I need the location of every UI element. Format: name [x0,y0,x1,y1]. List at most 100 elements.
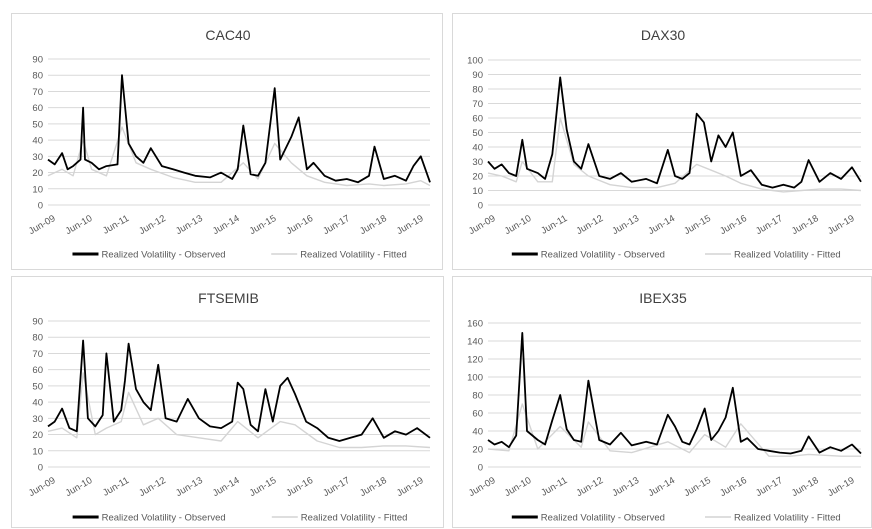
y-tick-label: 80 [32,71,43,82]
x-tick-label: Jun-19 [395,213,426,237]
y-tick-label: 30 [32,152,43,163]
x-tick-label: Jun-16 [284,213,315,237]
series-line-realized-volatility-fitted [47,126,431,187]
y-tick-label: 50 [472,128,483,139]
x-tick-label: Jun-14 [646,213,677,237]
x-tick-label: Jun-11 [539,475,569,499]
y-tick-label: 80 [472,391,483,402]
x-tick-label: Jun-15 [682,213,713,237]
y-tick-label: 60 [472,114,483,125]
x-tick-label: Jun-12 [575,213,606,237]
legend-label: Realized Volatility - Fitted [734,513,841,524]
x-tick-label: Jun-18 [358,475,389,499]
x-tick-label: Jun-10 [64,475,95,499]
x-tick-label: Jun-19 [826,475,857,499]
y-tick-label: 20 [32,430,43,441]
y-tick-label: 50 [32,119,43,130]
y-tick-label: 120 [467,355,483,366]
y-tick-label: 0 [38,463,43,474]
y-tick-label: 40 [472,427,483,438]
x-tick-label: Jun-11 [539,213,569,237]
y-tick-label: 90 [472,70,483,81]
x-tick-label: Jun-10 [64,213,95,237]
y-tick-label: 0 [478,463,483,474]
chart-title: CAC40 [205,27,250,43]
x-tick-label: Jun-15 [248,475,279,499]
chart-title: IBEX35 [639,290,687,306]
x-tick-label: Jun-16 [718,475,749,499]
y-tick-label: 160 [467,319,483,330]
legend-label: Realized Volatility - Observed [541,250,665,261]
x-tick-label: Jun-11 [101,213,131,237]
chart-panel-dax30: DAX30 0 10 20 30 40 50 60 70 80 90 100 Jun-09 Jun-10 J… [452,13,872,270]
y-tick-label: 0 [478,201,483,212]
x-tick-label: Jun-16 [718,213,749,237]
x-tick-label: Jun-14 [211,475,242,499]
x-tick-label: Jun-11 [101,475,131,499]
chart-title: DAX30 [641,27,686,43]
y-tick-label: 90 [32,55,43,66]
x-tick-label: Jun-09 [27,475,58,499]
y-tick-label: 10 [32,184,43,195]
x-tick-label: Jun-18 [790,213,821,237]
x-tick-label: Jun-15 [248,213,279,237]
legend-label: Realized Volatility - Observed [101,250,225,261]
y-tick-label: 30 [32,414,43,425]
x-tick-label: Jun-13 [174,475,205,499]
x-tick-label: Jun-09 [467,475,498,499]
y-tick-label: 70 [32,349,43,360]
x-tick-label: Jun-10 [503,213,534,237]
y-tick-label: 10 [472,186,483,197]
series-line-realized-volatility-observed [487,76,862,189]
y-tick-label: 70 [32,87,43,98]
y-tick-label: 20 [472,172,483,183]
series-line-realized-volatility-fitted [487,117,862,193]
series-line-realized-volatility-observed [47,339,431,442]
y-tick-label: 100 [467,373,483,384]
x-tick-label: Jun-18 [790,475,821,499]
x-tick-label: Jun-17 [754,475,785,499]
x-tick-label: Jun-19 [826,213,857,237]
y-tick-label: 40 [32,398,43,409]
x-tick-label: Jun-10 [503,475,534,499]
y-tick-label: 40 [32,136,43,147]
x-tick-label: Jun-12 [137,213,168,237]
series-line-realized-volatility-observed [47,74,431,184]
y-tick-label: 0 [38,201,43,212]
chart-panel-cac40: CAC40 0 10 20 30 40 50 60 70 80 90 Jun-09 Jun-10 Jun-… [11,13,443,270]
y-tick-label: 40 [472,143,483,154]
x-tick-label: Jun-17 [321,475,352,499]
x-tick-label: Jun-09 [467,213,498,237]
x-tick-label: Jun-12 [575,475,606,499]
y-tick-label: 70 [472,99,483,110]
legend-label: Realized Volatility - Observed [102,513,226,524]
x-tick-label: Jun-15 [682,475,713,499]
x-tick-label: Jun-13 [174,213,205,237]
legend-label: Realized Volatility - Fitted [300,250,407,261]
x-tick-label: Jun-19 [395,475,426,499]
series-line-realized-volatility-observed [487,332,862,455]
y-tick-label: 10 [32,446,43,457]
x-tick-label: Jun-13 [610,475,641,499]
legend-label: Realized Volatility - Fitted [734,250,841,261]
y-tick-label: 140 [467,337,483,348]
x-tick-label: Jun-17 [321,213,352,237]
y-tick-label: 100 [467,56,483,67]
series-line-realized-volatility-fitted [487,403,861,457]
x-tick-label: Jun-14 [211,213,242,237]
y-tick-label: 50 [32,381,43,392]
y-tick-label: 80 [472,85,483,96]
x-tick-label: Jun-09 [27,213,58,237]
y-tick-label: 20 [32,168,43,179]
chart-panel-ibex35: IBEX35 0 20 40 60 80 100 120 140 160 Jun-09 Jun-10 J… [452,276,872,528]
y-tick-label: 80 [32,333,43,344]
x-tick-label: Jun-12 [137,475,168,499]
x-tick-label: Jun-13 [610,213,641,237]
x-tick-label: Jun-16 [284,475,315,499]
y-tick-label: 30 [472,157,483,168]
series-line-realized-volatility-fitted [47,372,431,449]
